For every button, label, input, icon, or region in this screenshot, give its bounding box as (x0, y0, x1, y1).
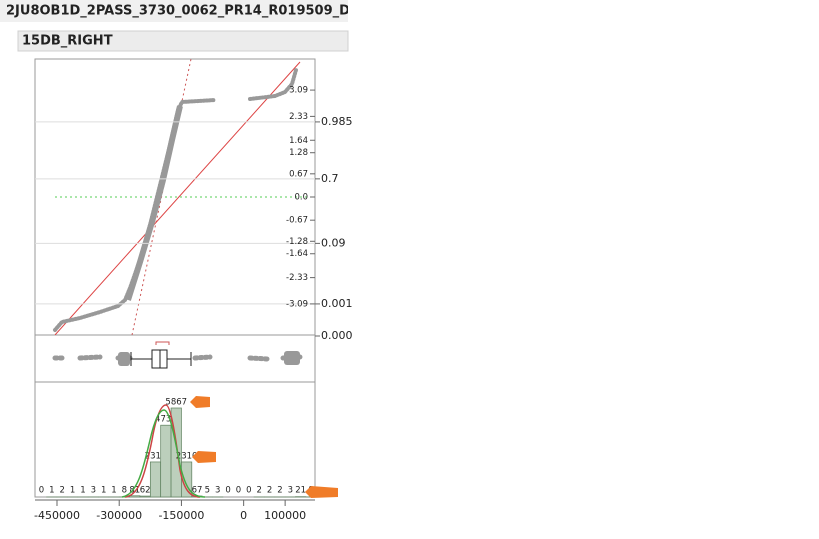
histogram-bar (170, 407, 182, 498)
histogram-bar (160, 424, 172, 498)
title-bar (0, 0, 348, 22)
quantile-tick-label: 0.67 (289, 169, 308, 179)
count-label: 3 (215, 486, 220, 496)
count-label: 1 (80, 486, 85, 496)
probability-tick-label: 0.09 (321, 236, 346, 249)
count-label: 0 (246, 486, 251, 496)
count-label: 1 (49, 486, 54, 496)
reference-line (54, 61, 301, 335)
section-title: 15DB_RIGHT (22, 34, 113, 49)
probability-tick-label: 0.001 (321, 297, 353, 310)
arrows (190, 396, 338, 498)
x-tick-label: 100000 (264, 509, 306, 522)
quantile-plot (35, 59, 315, 335)
report-title: 2JU8OB1D_2PASS_3730_0062_PR14_R019509_D (6, 4, 350, 19)
density-curves (121, 404, 206, 498)
x-tick-label: -300000 (96, 509, 142, 522)
histogram-bar (149, 461, 162, 498)
x-tick-label: 0 (240, 509, 247, 522)
probability-tick-label: 0.7 (321, 172, 339, 185)
count-label: 2 (256, 486, 261, 496)
count-label: 1 (111, 486, 116, 496)
count-label: 0 (225, 486, 230, 496)
quantile-tick-label: 1.64 (289, 136, 308, 146)
count-label: 67 (192, 485, 203, 495)
quantile-tick-label: -2.33 (286, 273, 308, 283)
count-label: 1 (70, 486, 75, 496)
count-label: 3 (91, 486, 96, 496)
quantile-tick-label: 0.0 (294, 193, 308, 203)
quantile-tick-label: 3.09 (289, 86, 308, 96)
count-label: 0 (39, 486, 44, 496)
count-label: 62 (140, 486, 151, 496)
quantile-tick-label: -1.64 (286, 249, 308, 259)
count-label: 8 (122, 486, 127, 496)
count-label: 5 (205, 486, 210, 496)
count-label: 3 (288, 486, 293, 496)
probability-tick-label: 0.985 (321, 115, 353, 128)
histogram-bar (139, 495, 151, 498)
data-points-dense (125, 105, 183, 301)
count-label: 2 (277, 486, 282, 496)
x-tick-label: -150000 (158, 509, 204, 522)
count-label: 2310 (145, 451, 167, 461)
quantile-tick-label: -3.09 (286, 299, 308, 309)
count-label: 2 (267, 486, 272, 496)
histogram-bar (181, 461, 193, 498)
count-label: 21 (295, 486, 306, 496)
x-tick-label: -450000 (34, 509, 80, 522)
count-label: 2310 (176, 451, 198, 461)
box-plot (52, 341, 303, 369)
probability-tick-label: 0.000 (321, 329, 353, 342)
quantile-tick-label: 1.28 (289, 148, 308, 158)
count-label: 4733 (155, 415, 177, 425)
section-bar[interactable] (17, 30, 349, 52)
count-label: 81 (129, 485, 140, 495)
count-label: 1 (101, 486, 106, 496)
quantile-tick-label: -0.67 (286, 216, 308, 226)
histogram-bar (129, 495, 141, 498)
count-label: 5867 (165, 398, 187, 408)
quantile-tick-label: 2.33 (289, 112, 308, 122)
quantile-tick-label: -1.28 (286, 237, 308, 247)
count-label: 2 (59, 486, 64, 496)
count-label: 0 (236, 486, 241, 496)
